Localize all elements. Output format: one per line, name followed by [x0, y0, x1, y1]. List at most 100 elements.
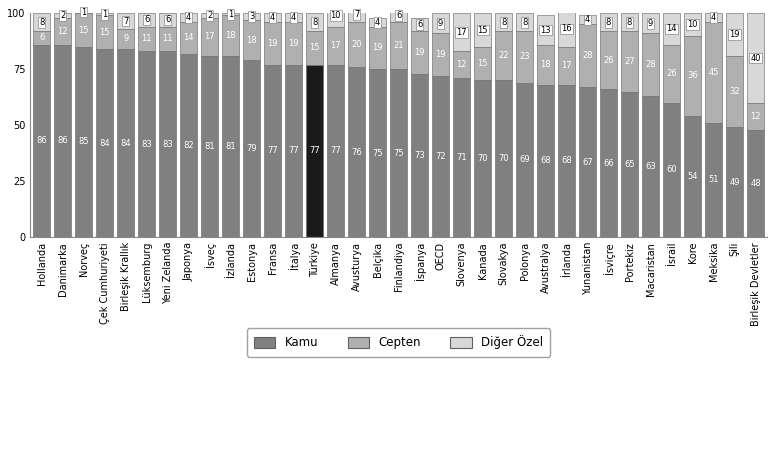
Bar	[75, 13, 92, 47]
Text: 12: 12	[57, 27, 68, 36]
Bar	[369, 18, 386, 27]
Bar	[495, 80, 512, 237]
Bar	[201, 56, 218, 237]
Bar	[411, 31, 428, 73]
Bar	[726, 127, 743, 237]
Bar	[33, 44, 50, 237]
Bar	[285, 65, 303, 237]
Text: 6: 6	[144, 15, 149, 24]
Bar	[453, 13, 471, 51]
Text: 19: 19	[435, 50, 446, 59]
Bar	[54, 13, 71, 18]
Bar	[558, 47, 575, 85]
Bar	[621, 31, 638, 92]
Bar	[348, 7, 365, 22]
Bar	[705, 123, 722, 237]
Bar	[54, 18, 71, 44]
Bar	[243, 60, 260, 237]
Text: 18: 18	[540, 60, 551, 69]
Text: 6: 6	[396, 11, 401, 20]
Bar	[600, 89, 617, 237]
Text: 6: 6	[417, 20, 423, 29]
Bar	[243, 13, 260, 20]
Bar	[684, 13, 701, 36]
Bar	[243, 20, 260, 60]
Text: 11: 11	[142, 35, 152, 44]
Bar	[642, 96, 659, 237]
Bar	[117, 13, 135, 29]
Bar	[663, 103, 680, 237]
Bar	[474, 80, 491, 237]
Bar	[222, 15, 239, 56]
Text: 75: 75	[372, 149, 383, 158]
Bar	[684, 36, 701, 116]
Bar	[222, 13, 239, 15]
Bar	[159, 27, 176, 51]
Text: 70: 70	[478, 154, 488, 163]
Bar	[600, 31, 617, 89]
Text: 22: 22	[498, 51, 509, 60]
Text: 3: 3	[249, 12, 255, 21]
Text: 1: 1	[81, 7, 87, 17]
Bar	[432, 33, 449, 76]
Text: 75: 75	[393, 149, 404, 158]
Text: 2: 2	[207, 11, 212, 20]
Text: 15: 15	[99, 28, 110, 37]
Bar	[474, 13, 491, 47]
Text: 60: 60	[666, 165, 676, 175]
Bar	[201, 13, 218, 18]
Bar	[264, 13, 281, 22]
Text: 7: 7	[123, 16, 128, 26]
Bar	[516, 31, 533, 83]
Text: 69: 69	[519, 155, 530, 164]
Bar	[705, 13, 722, 22]
Text: 8: 8	[606, 18, 611, 27]
Text: 15: 15	[78, 26, 89, 35]
Text: 66: 66	[603, 159, 614, 168]
Bar	[75, 11, 92, 13]
Text: 9: 9	[648, 19, 653, 28]
Bar	[411, 18, 428, 31]
Bar	[96, 49, 113, 237]
Bar	[96, 15, 113, 49]
Text: 20: 20	[351, 40, 362, 49]
Bar	[117, 29, 135, 49]
Bar	[285, 13, 303, 22]
Text: 1: 1	[228, 10, 233, 19]
Bar	[369, 27, 386, 69]
Bar	[159, 13, 176, 27]
Text: 4: 4	[711, 13, 716, 22]
Bar	[54, 44, 71, 237]
Bar	[180, 13, 197, 22]
Bar	[264, 65, 281, 237]
Text: 72: 72	[435, 152, 446, 161]
Text: 82: 82	[183, 141, 194, 150]
Bar	[747, 103, 764, 130]
Text: 19: 19	[729, 30, 740, 39]
Bar	[642, 13, 659, 33]
Text: 19: 19	[414, 48, 425, 57]
Text: 14: 14	[666, 24, 676, 33]
Bar	[747, 13, 764, 103]
Text: 26: 26	[603, 56, 614, 65]
Text: 48: 48	[750, 179, 761, 188]
Text: 83: 83	[142, 139, 152, 149]
Bar	[621, 13, 638, 31]
Text: 2: 2	[60, 11, 65, 20]
Text: 26: 26	[666, 69, 676, 78]
Bar	[138, 51, 156, 237]
Bar	[579, 87, 596, 237]
Bar	[117, 49, 135, 237]
Bar	[327, 65, 344, 237]
Text: 8: 8	[522, 18, 527, 27]
Text: 10: 10	[687, 20, 698, 29]
Bar	[411, 73, 428, 237]
Text: 83: 83	[163, 139, 173, 149]
Bar	[33, 31, 50, 44]
Text: 13: 13	[540, 26, 551, 35]
Text: 73: 73	[414, 151, 425, 160]
Bar	[579, 24, 596, 87]
Text: 12: 12	[457, 60, 467, 69]
Bar	[453, 51, 471, 78]
Text: 4: 4	[186, 13, 191, 22]
